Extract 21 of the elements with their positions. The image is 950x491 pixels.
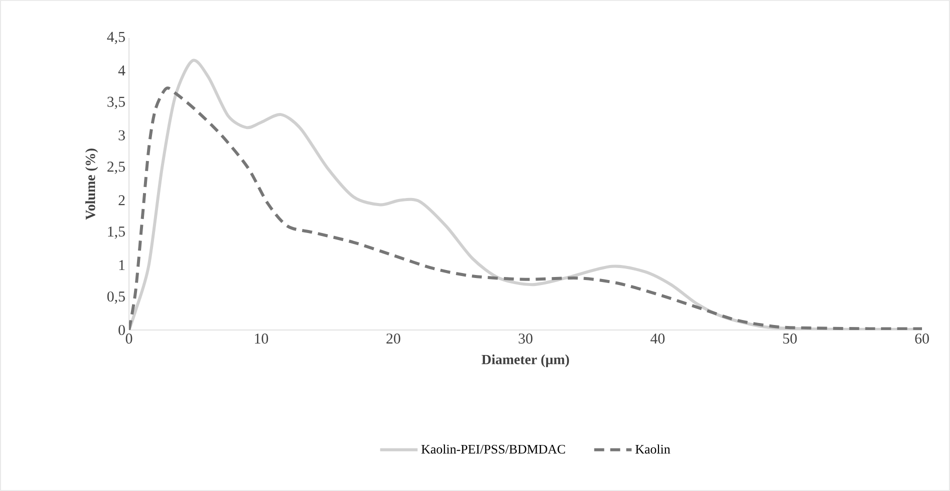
y-tick-label: 2 — [118, 195, 125, 206]
legend-label: Kaolin-PEI/PSS/BDMDAC — [421, 444, 565, 454]
x-tick-label: 10 — [255, 334, 268, 344]
y-tick-label: 4 — [118, 66, 126, 76]
y-tick-label: 1 — [119, 260, 125, 270]
x-tick-label: 40 — [650, 334, 665, 344]
x-tick-label: 20 — [386, 334, 400, 344]
y-tick-label: 1,5 — [108, 226, 125, 239]
x-tick-label: 30 — [518, 334, 532, 344]
y-tick-label: 0,5 — [107, 291, 125, 304]
y-tick-label: 3,5 — [108, 96, 125, 109]
x-tick-label: 50 — [783, 334, 797, 344]
x-axis-title: Diameter (µm) — [482, 354, 569, 368]
y-tick-label: 3 — [118, 130, 125, 140]
y-tick-label: 4,5 — [107, 32, 125, 44]
x-tick-label: 0 — [126, 334, 132, 344]
x-tick-label: 60 — [915, 334, 929, 344]
y-tick-label: 0 — [118, 324, 125, 336]
y-tick-label: 2,5 — [107, 162, 125, 174]
legend-label: Kaolin — [635, 444, 670, 454]
y-axis-title: Volume (%) — [85, 148, 98, 220]
